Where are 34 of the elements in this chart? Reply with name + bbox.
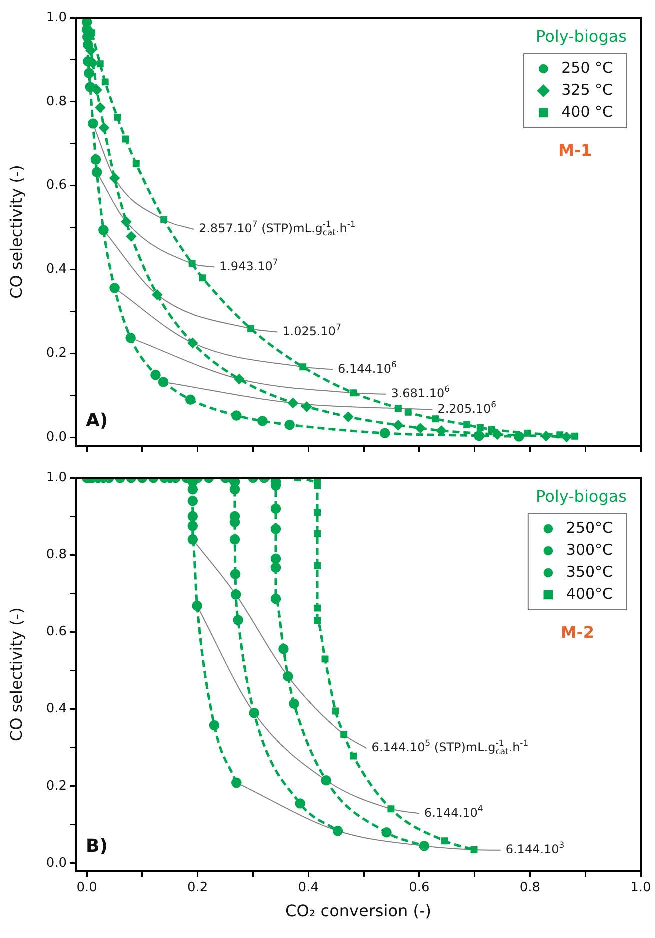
legend-label: 300°C	[566, 540, 614, 559]
legend-title: Poly-biogas	[536, 27, 627, 46]
legend-label: 325 °C	[562, 80, 614, 99]
annotation: B)	[86, 836, 108, 857]
y-tick-label: 0.0	[46, 430, 67, 445]
x-tick-label: 0.2	[188, 880, 208, 896]
legend-label: 250°C	[566, 518, 614, 537]
legend-label: 400 °C	[562, 102, 614, 121]
x-tick-label: 0.4	[298, 880, 319, 896]
y-tick-label: 0.2	[46, 778, 67, 794]
y-tick-label: 0.8	[46, 94, 67, 110]
y-tick-label: 0.0	[46, 856, 67, 871]
x-axis-title: CO₂ conversion (-)	[286, 902, 432, 921]
y-tick-label: 0.2	[46, 346, 67, 362]
legend-label: 400°C	[566, 584, 614, 603]
y-tick-label: 1.0	[46, 470, 67, 486]
legend-title: Poly-biogas	[536, 487, 627, 506]
y-axis-title: CO selectivity (-)	[6, 165, 26, 299]
y-tick-label: 0.8	[46, 547, 67, 562]
legend-label: 350°C	[566, 562, 614, 581]
annotation: M-1	[558, 141, 592, 160]
x-tick-label: 0.0	[76, 880, 98, 896]
x-tick-label: 0.6	[409, 880, 430, 896]
x-tick-label: 1.0	[630, 880, 652, 896]
y-tick-label: 0.6	[46, 178, 67, 194]
y-tick-label: 0.6	[46, 624, 67, 640]
y-tick-label: 0.4	[46, 702, 67, 717]
y-axis-title: CO selectivity (-)	[6, 608, 26, 742]
annotation: M-2	[560, 623, 595, 642]
x-tick-label: 0.8	[520, 880, 541, 896]
legend-label: 250 °C	[562, 58, 614, 77]
annotation: A)	[86, 410, 108, 432]
y-tick-label: 1.0	[46, 10, 67, 26]
y-tick-label: 0.4	[46, 262, 67, 278]
